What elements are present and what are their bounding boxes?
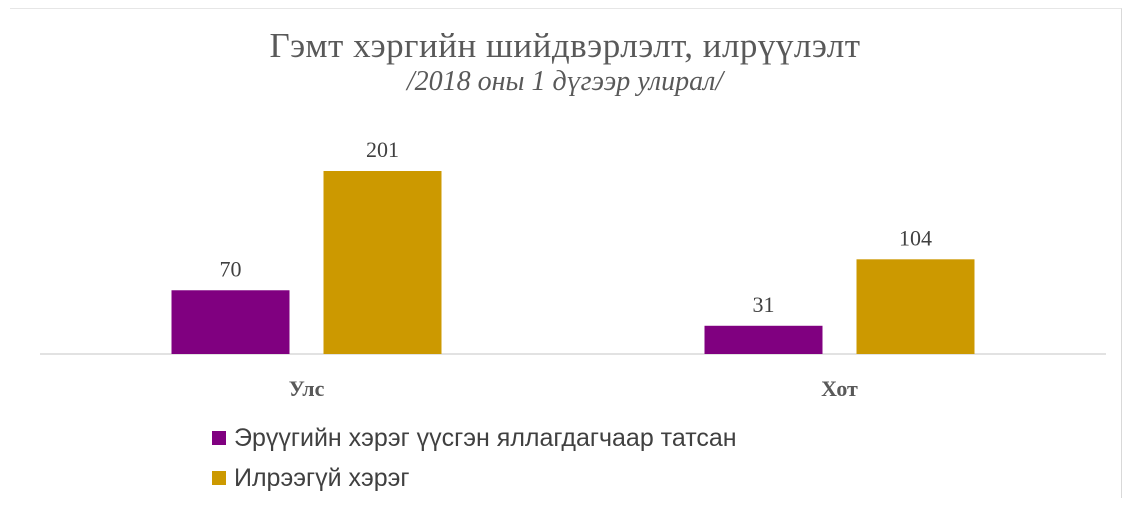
category-label-1: Улс [289,376,325,401]
chart-title: Гэмт хэргийн шийдвэрлэлт, илрүүлэлт [269,26,861,65]
bars-group [171,171,975,354]
data-label-Улс-series-1: 70 [220,256,242,281]
data-label-Улс-series-2: 201 [366,137,399,162]
bar-Улс-series-1 [171,290,290,354]
legend-item-series-2: Илрээгүй хэрэг [212,458,737,498]
chart-subtitle: /2018 оны 1 дүгээр улирал/ [406,66,724,97]
category-labels-group: Улс Хот [289,376,858,401]
data-label-Хот-series-2: 104 [899,225,932,250]
data-label-Хот-series-1: 31 [753,292,775,317]
legend-label-series-2: Илрээгүй хэрэг [234,463,410,492]
chart-frame [10,8,1122,498]
bar-Хот-series-1 [704,325,823,354]
category-label-2: Хот [821,376,858,401]
bar-Улс-series-2 [323,171,442,354]
legend-swatch-series-2 [212,471,226,485]
legend-item-series-1: Эрүүгийн хэрэг үүсгэн яллагдагчаар татса… [212,418,737,458]
legend-label-series-1: Эрүүгийн хэрэг үүсгэн яллагдагчаар татса… [234,423,737,452]
legend: Эрүүгийн хэрэг үүсгэн яллагдагчаар татса… [212,418,737,498]
bar-Хот-series-2 [856,259,975,354]
data-labels-group: 70 201 31 104 [220,137,933,317]
legend-swatch-series-1 [212,431,226,445]
